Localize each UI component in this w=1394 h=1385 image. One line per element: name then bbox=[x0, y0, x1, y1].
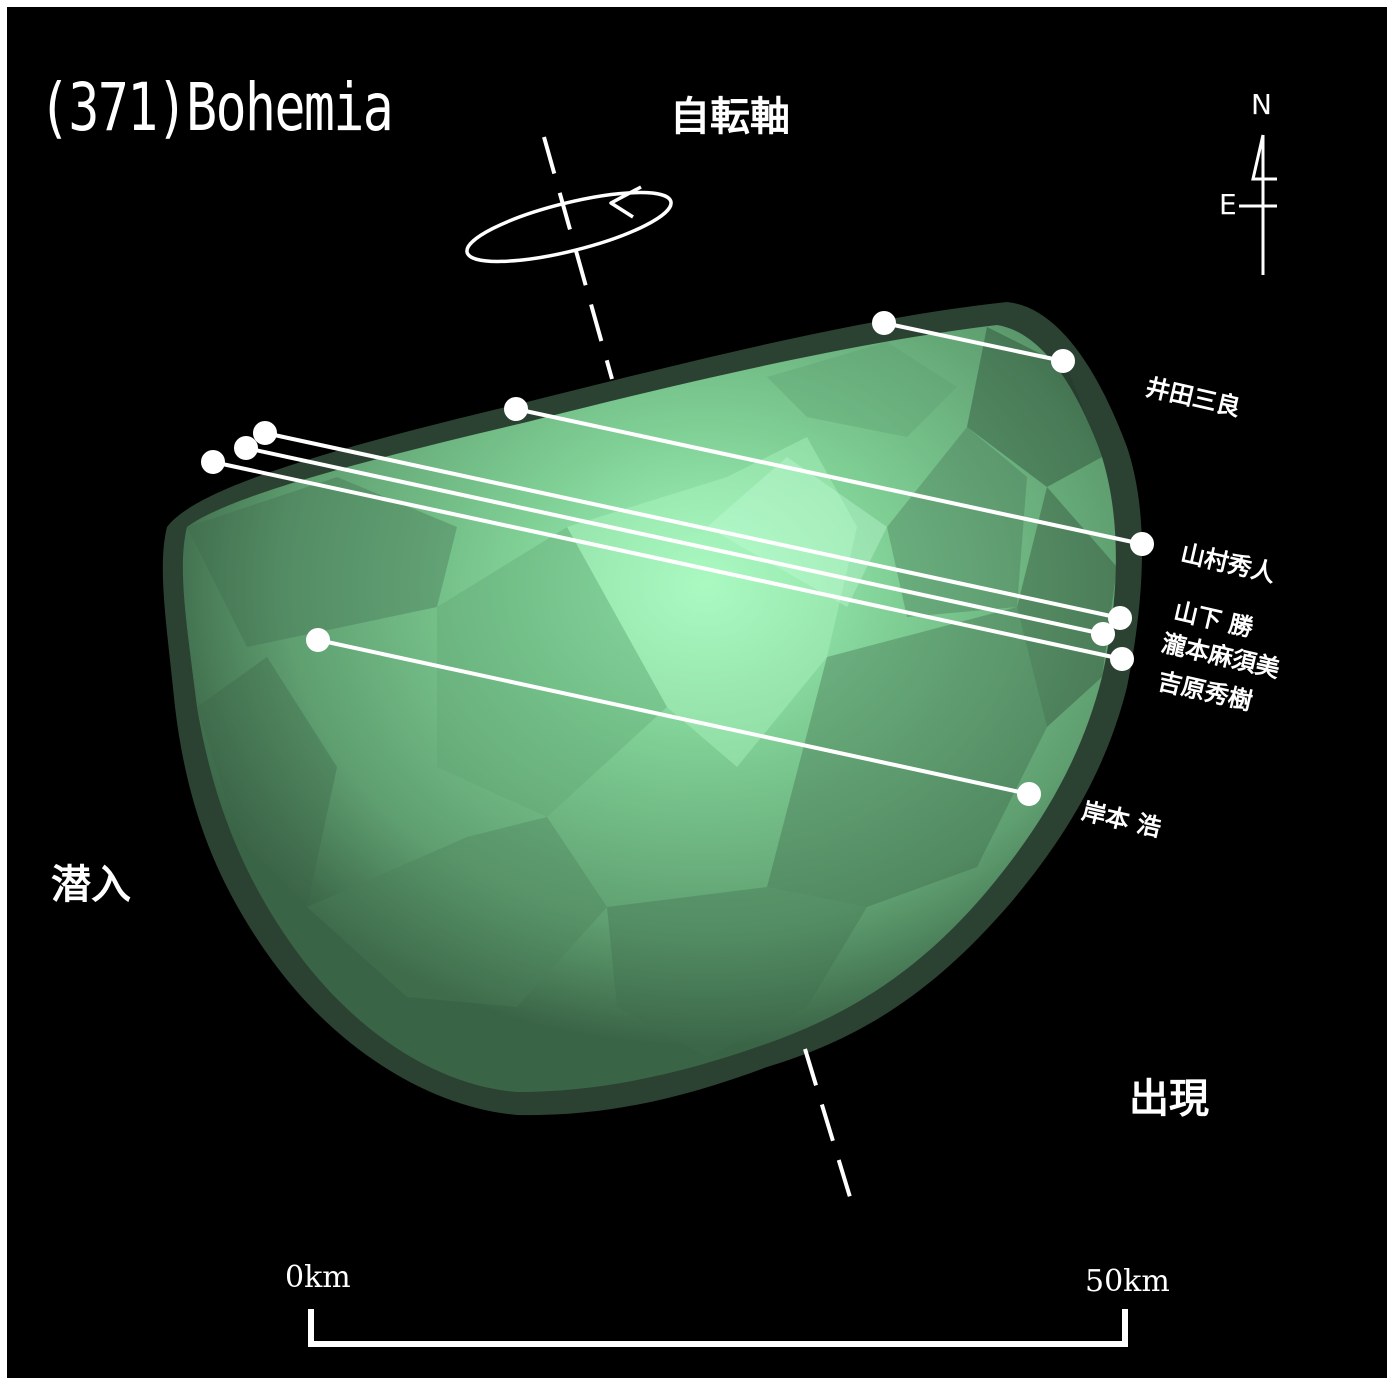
scale-bar bbox=[308, 1309, 1128, 1347]
chord-ida-start bbox=[872, 311, 896, 335]
scale-end-label: 50km bbox=[1085, 1264, 1170, 1299]
occultation-chords bbox=[201, 311, 1154, 806]
rotation-direction-icon bbox=[465, 190, 673, 264]
chord-yamashita-start bbox=[253, 421, 277, 445]
chord-kishimoto-end bbox=[1017, 782, 1041, 806]
asteroid-shape bbox=[182, 325, 1116, 1092]
egress-label: 出現 bbox=[1129, 1076, 1209, 1122]
chord-yamashita bbox=[264, 431, 1121, 620]
chord-yamamura-start bbox=[504, 397, 528, 421]
rotation-axis-label: 自転軸 bbox=[670, 94, 790, 140]
ingress-label: 潜入 bbox=[51, 862, 131, 908]
figure-title: (371)Bohemia bbox=[39, 69, 394, 146]
chord-kishimoto bbox=[317, 638, 1030, 796]
diagram-canvas: (371)Bohemia 自転軸 N E 井田三良 山村秀人 山下 勝 瀧本麻須… bbox=[7, 7, 1387, 1378]
rotation-axis-top bbox=[542, 136, 614, 380]
chord-ida bbox=[883, 321, 1064, 363]
compass-east-label: E bbox=[1219, 188, 1237, 221]
chord-yamashita-end bbox=[1108, 606, 1132, 630]
rotation-axis-bottom bbox=[803, 1048, 855, 1208]
chord-yamamura-end bbox=[1130, 532, 1154, 556]
asteroid-facets bbox=[187, 327, 1117, 1057]
chord-yoshihara bbox=[212, 460, 1123, 661]
occultation-figure bbox=[162, 134, 1277, 1347]
compass-icon bbox=[1239, 134, 1277, 275]
chord-ida-end bbox=[1051, 349, 1075, 373]
scale-start-label: 0km bbox=[285, 1260, 351, 1295]
chord-yamamura bbox=[515, 407, 1143, 546]
chord-kishimoto-start bbox=[306, 628, 330, 652]
compass-north-label: N bbox=[1251, 88, 1272, 121]
chord-yoshihara-end bbox=[1110, 647, 1134, 671]
chord-takimoto bbox=[245, 446, 1104, 636]
chord-yoshihara-start bbox=[201, 450, 225, 474]
chord-takimoto-end bbox=[1091, 622, 1115, 646]
rotation-arrowhead-icon bbox=[609, 185, 642, 219]
chord-takimoto-start bbox=[234, 436, 258, 460]
